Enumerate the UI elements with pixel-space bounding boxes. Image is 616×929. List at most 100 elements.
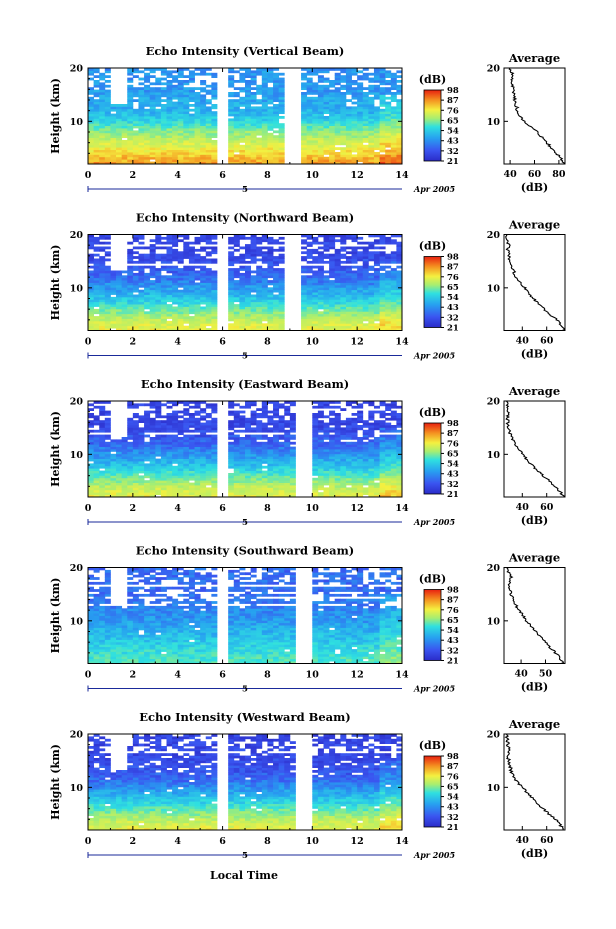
heatmap-cell bbox=[149, 108, 156, 112]
heatmap-cell bbox=[317, 304, 324, 307]
heatmap-cell bbox=[99, 444, 106, 447]
heatmap-cell bbox=[396, 477, 403, 481]
heatmap-cell bbox=[205, 159, 212, 162]
heatmap-cell bbox=[149, 128, 156, 131]
x-tick-label: 4 bbox=[174, 337, 181, 348]
heatmap-cell bbox=[301, 258, 308, 262]
heatmap-cell bbox=[385, 458, 392, 462]
heatmap-cell bbox=[351, 135, 358, 138]
heatmap-cell bbox=[306, 234, 313, 238]
heatmap-cell bbox=[188, 156, 195, 160]
heatmap-cell bbox=[301, 77, 308, 81]
heatmap-cell bbox=[379, 456, 386, 459]
heatmap-cell bbox=[211, 292, 218, 295]
heatmap-cell bbox=[306, 284, 313, 288]
heatmap-cell bbox=[379, 120, 386, 124]
colorbar-tick-label: 54 bbox=[447, 293, 459, 303]
heatmap-cell bbox=[345, 306, 352, 310]
heatmap-cell bbox=[99, 328, 106, 331]
heatmap-cell bbox=[256, 477, 263, 481]
heatmap-cell bbox=[379, 241, 386, 245]
heatmap-cell bbox=[200, 284, 207, 288]
heatmap-cell bbox=[334, 301, 341, 305]
heatmap-cell bbox=[228, 130, 235, 134]
heatmap-cell bbox=[273, 453, 280, 457]
heatmap-cell bbox=[345, 135, 352, 138]
heatmap-cell bbox=[149, 68, 156, 71]
heatmap-cell bbox=[132, 296, 139, 300]
heatmap-cell bbox=[177, 268, 184, 271]
heatmap-cell bbox=[385, 144, 392, 148]
heatmap-cell bbox=[160, 123, 167, 126]
heatmap-cell bbox=[368, 140, 375, 143]
heatmap-cell bbox=[261, 449, 268, 452]
heatmap-cell bbox=[261, 87, 268, 90]
heatmap-cell bbox=[127, 296, 134, 300]
heatmap-cell bbox=[138, 284, 145, 288]
heatmap-cell bbox=[149, 142, 156, 146]
heatmap-cell bbox=[323, 444, 330, 447]
heatmap-cell bbox=[317, 311, 324, 315]
heatmap-cell bbox=[155, 323, 162, 327]
heatmap-cell bbox=[239, 439, 246, 443]
heatmap-cell bbox=[239, 308, 246, 312]
heatmap-cell bbox=[340, 68, 347, 71]
heatmap-cell bbox=[306, 101, 313, 105]
heatmap-cell bbox=[357, 494, 364, 498]
heatmap-cell bbox=[278, 104, 285, 107]
heatmap-cell bbox=[390, 154, 397, 158]
heatmap-cell bbox=[289, 480, 296, 483]
heatmap-cell bbox=[385, 130, 392, 134]
heatmap-cell bbox=[312, 441, 319, 445]
heatmap-cell bbox=[267, 120, 274, 124]
heatmap-cell bbox=[160, 482, 167, 486]
heatmap-cell bbox=[273, 325, 280, 329]
heatmap-cell bbox=[267, 456, 274, 459]
heatmap-cell bbox=[160, 456, 167, 459]
heatmap-cell bbox=[228, 94, 235, 98]
heatmap-cell bbox=[138, 144, 145, 148]
heatmap-cell bbox=[373, 111, 380, 114]
heatmap-cell bbox=[155, 487, 162, 491]
heatmap-cell bbox=[93, 106, 100, 110]
heatmap bbox=[88, 68, 403, 165]
heatmap-cell bbox=[233, 108, 240, 112]
heatmap-cell bbox=[149, 477, 156, 481]
heatmap-cell bbox=[273, 465, 280, 469]
heatmap-cell bbox=[121, 470, 128, 474]
heatmap-cell bbox=[379, 135, 386, 138]
heatmap-cell bbox=[166, 328, 173, 331]
heatmap-cell bbox=[155, 301, 162, 305]
heatmap-cell bbox=[340, 306, 347, 310]
heatmap-cell bbox=[273, 313, 280, 317]
heatmap-cell bbox=[323, 320, 330, 324]
heatmap-cell bbox=[312, 147, 319, 150]
heatmap-cell bbox=[379, 82, 386, 86]
heatmap-cell bbox=[177, 154, 184, 158]
heatmap-cell bbox=[390, 439, 397, 443]
heatmap-cell bbox=[177, 82, 184, 86]
heatmap-cell bbox=[256, 287, 263, 291]
heatmap-cell bbox=[261, 161, 268, 165]
heatmap-cell bbox=[177, 282, 184, 286]
heatmap-cell bbox=[121, 275, 128, 279]
heatmap-cell bbox=[385, 494, 392, 498]
colorbar-tick-label: 43 bbox=[447, 137, 459, 147]
heatmap-cell bbox=[317, 277, 324, 281]
heatmap-cell bbox=[177, 70, 184, 74]
heatmap-cell bbox=[132, 159, 139, 162]
heatmap-cell bbox=[88, 470, 95, 474]
heatmap-cell bbox=[93, 149, 100, 153]
heatmap-cell bbox=[390, 94, 397, 98]
heatmap-cell bbox=[373, 473, 380, 476]
heatmap-cell bbox=[149, 313, 156, 317]
heatmap-cell bbox=[104, 437, 111, 440]
heatmap-cell bbox=[127, 456, 134, 459]
heatmap-cell bbox=[138, 113, 145, 117]
heatmap-cell bbox=[121, 313, 128, 317]
heatmap-cell bbox=[267, 475, 274, 479]
heatmap-cell bbox=[104, 234, 111, 238]
heatmap-cell bbox=[362, 111, 369, 114]
heatmap-cell bbox=[396, 318, 403, 322]
heatmap-cell bbox=[144, 258, 151, 262]
